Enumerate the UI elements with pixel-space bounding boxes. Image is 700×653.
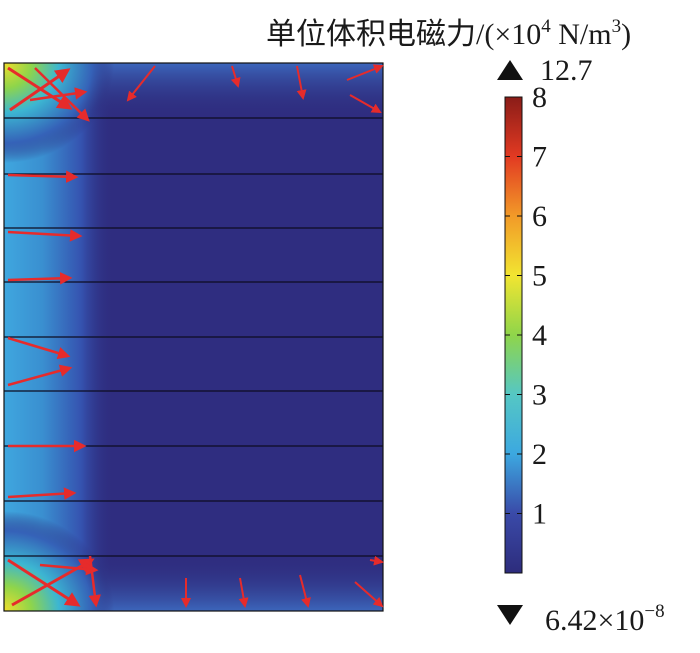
force-arrow-3 [34, 67, 90, 122]
force-arrows [7, 64, 384, 608]
colorbar-tick-label-4: 4 [532, 319, 547, 352]
force-arrow-16 [126, 65, 156, 102]
colorbar-title: 单位体积电磁力/(×104 N/m3) [266, 16, 631, 51]
force-arrow-15 [88, 555, 101, 608]
colorbar-tick-label-8: 8 [532, 81, 547, 114]
max-triangle-icon [497, 60, 523, 80]
colorbar-tick-label-6: 6 [532, 200, 547, 233]
force-arrow-23 [299, 574, 311, 608]
force-arrow-7 [7, 272, 73, 285]
force-arrow-9 [7, 364, 73, 387]
force-arrow-14 [39, 562, 99, 576]
force-arrow-24 [354, 581, 384, 608]
force-arrow-6 [7, 229, 83, 242]
colorbar-tick-label-3: 3 [532, 379, 547, 412]
min-triangle-icon [497, 605, 523, 625]
force-arrow-17 [230, 65, 241, 88]
corner-bottom-left-field [4, 511, 114, 611]
colorbar-min-label: 6.42×10−8 [545, 601, 665, 637]
force-arrow-18 [296, 65, 307, 100]
colorbar-ticks: 1 2 3 4 5 6 7 8 [505, 81, 547, 531]
force-arrow-22 [238, 577, 249, 608]
force-arrow-8 [7, 336, 71, 360]
force-arrow-12 [7, 558, 81, 607]
coil-domain [3, 62, 384, 612]
colorbar-max-label: 12.7 [540, 54, 593, 87]
colorbar-tick-label-1: 1 [532, 498, 547, 531]
domain-border [3, 62, 384, 612]
force-arrow-20 [349, 94, 382, 113]
force-arrow-25 [369, 555, 384, 566]
force-arrow-5 [7, 170, 79, 183]
force-arrow-11 [7, 487, 77, 500]
colorbar-tick-label-7: 7 [532, 141, 547, 174]
colorbar-tick-label-2: 2 [532, 438, 547, 471]
colorbar-tick-label-5: 5 [532, 260, 547, 293]
force-arrow-1 [7, 66, 73, 110]
force-arrow-2 [9, 68, 71, 112]
force-arrow-4 [29, 87, 88, 102]
force-arrow-19 [346, 64, 384, 81]
